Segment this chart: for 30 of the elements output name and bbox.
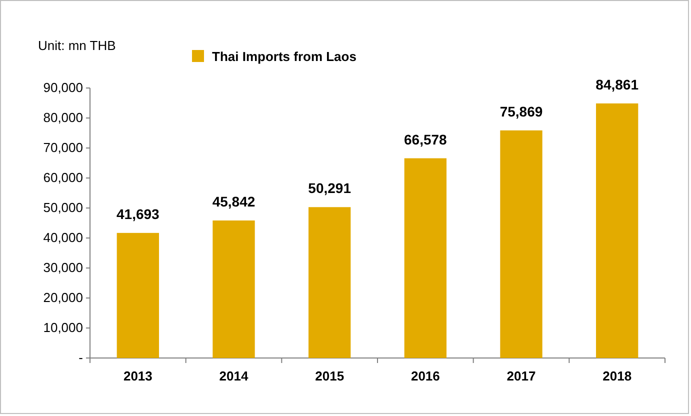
x-tick-label: 2016 bbox=[410, 368, 440, 384]
x-tick-label: 2013 bbox=[123, 368, 152, 384]
y-tick-label: 10,000 bbox=[43, 320, 83, 336]
y-tick-label: 50,000 bbox=[43, 200, 83, 216]
data-label: 84,861 bbox=[596, 76, 639, 92]
x-tick-label: 2014 bbox=[219, 368, 249, 384]
y-tick-label: 60,000 bbox=[43, 170, 83, 186]
x-tick-label: 2015 bbox=[315, 368, 344, 384]
y-tick-label: 20,000 bbox=[43, 290, 83, 306]
x-tick-label: 2018 bbox=[602, 368, 632, 384]
data-label: 45,842 bbox=[212, 193, 256, 210]
data-label: 75,869 bbox=[500, 103, 543, 120]
text: Unit: mn THB bbox=[38, 38, 116, 53]
data-label: 41,693 bbox=[116, 206, 160, 222]
y-tick-label: 80,000 bbox=[43, 110, 83, 126]
y-tick-label: 40,000 bbox=[43, 230, 83, 246]
bar bbox=[116, 232, 159, 358]
legend-label: Thai Imports from Laos bbox=[212, 49, 356, 64]
y-tick-label: 90,000 bbox=[43, 80, 83, 96]
x-tick-label: 2017 bbox=[506, 368, 536, 384]
y-tick-label: 70,000 bbox=[43, 140, 83, 156]
data-label: 50,291 bbox=[308, 180, 352, 196]
bar bbox=[596, 103, 638, 358]
data-label: 66,578 bbox=[404, 131, 448, 148]
bar bbox=[500, 130, 542, 358]
y-tick-label: 30,000 bbox=[43, 260, 83, 276]
bar bbox=[212, 220, 255, 358]
y-tick-label: - bbox=[78, 350, 83, 366]
bar bbox=[404, 158, 446, 358]
bar bbox=[308, 207, 351, 358]
